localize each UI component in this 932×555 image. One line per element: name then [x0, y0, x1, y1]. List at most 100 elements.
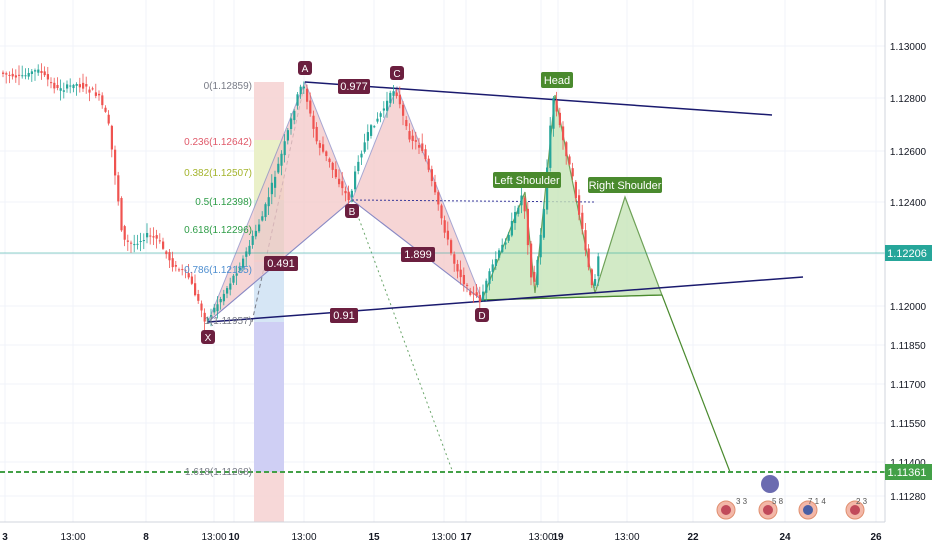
- candle-body: [325, 151, 328, 157]
- candle-body: [421, 143, 424, 152]
- candle-body: [318, 143, 321, 148]
- price-axis[interactable]: 1.130001.128001.126001.124001.122001.120…: [884, 0, 932, 550]
- candle-body: [350, 190, 353, 198]
- time-tick-label: 13:00: [291, 532, 316, 543]
- candle-body: [504, 242, 507, 245]
- candle-body: [50, 82, 53, 84]
- economic-event-badges[interactable]: 3 3 5 8 7 1 4 2 3: [716, 475, 868, 520]
- candle-body: [203, 312, 206, 322]
- candle-body: [59, 88, 62, 91]
- candle-body: [56, 84, 59, 89]
- candle-body: [379, 113, 382, 117]
- candle-body: [72, 84, 75, 89]
- right-shoulder-label: Right Shoulder: [588, 177, 662, 193]
- candle-body: [178, 269, 181, 271]
- candle-body: [357, 161, 360, 172]
- candle-body: [200, 303, 203, 311]
- candle-body: [117, 175, 120, 202]
- point-c-badge: C: [390, 66, 404, 80]
- hs-labels: Head Left Shoulder Right Shoulder: [493, 72, 662, 193]
- candle-body: [101, 95, 104, 106]
- candle-body: [146, 232, 149, 238]
- svg-text:D: D: [478, 311, 485, 322]
- candle-body: [229, 283, 232, 290]
- candle-body: [267, 197, 270, 207]
- candle-body: [478, 295, 481, 303]
- candle-body: [424, 149, 427, 160]
- candle-body: [238, 267, 241, 271]
- candles-series: [2, 63, 600, 332]
- svg-text:C: C: [393, 69, 400, 80]
- candle-body: [216, 304, 219, 312]
- candle-body: [27, 72, 30, 77]
- svg-text:Right Shoulder: Right Shoulder: [589, 180, 662, 192]
- candle-body: [597, 256, 600, 277]
- hs-target-projection: [661, 294, 731, 473]
- candle-body: [347, 191, 350, 201]
- candle-body: [107, 114, 110, 124]
- candle-body: [376, 118, 379, 122]
- svg-text:0.977: 0.977: [340, 81, 368, 93]
- candle-body: [123, 226, 126, 240]
- candle-body: [405, 119, 408, 127]
- candle-body: [456, 264, 459, 272]
- candle-body: [274, 176, 277, 188]
- candle-body: [139, 241, 142, 243]
- neckline-dotted: [351, 199, 596, 203]
- candle-body: [142, 240, 145, 242]
- candle-body: [120, 198, 123, 231]
- upper-trend-line[interactable]: [304, 81, 773, 116]
- candle-body: [360, 153, 363, 158]
- fib-label-1: 1(1.11957): [204, 316, 252, 327]
- candle-body: [24, 75, 27, 77]
- candle-body: [30, 71, 33, 74]
- fib-label-0382: 0.382(1.12507): [184, 168, 252, 179]
- candle-body: [402, 104, 405, 116]
- candle-body: [466, 284, 469, 286]
- candle-body: [85, 84, 88, 87]
- candle-body: [542, 208, 545, 238]
- candle-body: [363, 142, 366, 152]
- price-tick-label: 1.12600: [890, 147, 927, 158]
- candle-body: [194, 283, 197, 296]
- candle-body: [232, 275, 235, 283]
- fib-label-05: 0.5(1.12398): [195, 197, 252, 208]
- candle-body: [315, 126, 318, 142]
- harmonic-point-labels: X A B C D: [201, 61, 489, 344]
- point-b-badge: B: [345, 204, 359, 218]
- candle-body: [286, 130, 289, 141]
- grid-lines: [0, 0, 885, 522]
- candle-body: [82, 82, 85, 89]
- candle-body: [574, 181, 577, 199]
- candle-body: [581, 212, 584, 229]
- candle-body: [334, 169, 337, 178]
- candle-body: [459, 269, 462, 278]
- trend-lines[interactable]: [207, 81, 804, 323]
- svg-text:Left Shoulder: Left Shoulder: [494, 175, 560, 187]
- candle-body: [472, 293, 475, 295]
- candle-body: [5, 73, 8, 75]
- time-tick-label: 19: [552, 532, 564, 543]
- time-tick-label: 8: [143, 532, 149, 543]
- lower-trend-line[interactable]: [207, 276, 804, 323]
- ratio-xb-badge: 0.491: [264, 256, 298, 271]
- candle-body: [88, 89, 91, 93]
- time-tick-label: 13:00: [614, 532, 639, 543]
- candle-body: [46, 74, 49, 80]
- candle-body: [341, 181, 344, 189]
- candle-body: [485, 280, 488, 293]
- candle-body: [299, 86, 302, 95]
- candle-body: [290, 118, 293, 130]
- fib-zone-violet: [254, 322, 284, 472]
- candle-body: [443, 220, 446, 233]
- fib-label-1618: 1.618(1.11268): [185, 467, 252, 478]
- candle-body: [594, 279, 597, 286]
- candle-body: [114, 149, 117, 176]
- candle-body: [133, 244, 136, 246]
- candle-body: [354, 171, 357, 190]
- harmonic-bcd-fill: [351, 85, 484, 302]
- candle-body: [475, 292, 478, 296]
